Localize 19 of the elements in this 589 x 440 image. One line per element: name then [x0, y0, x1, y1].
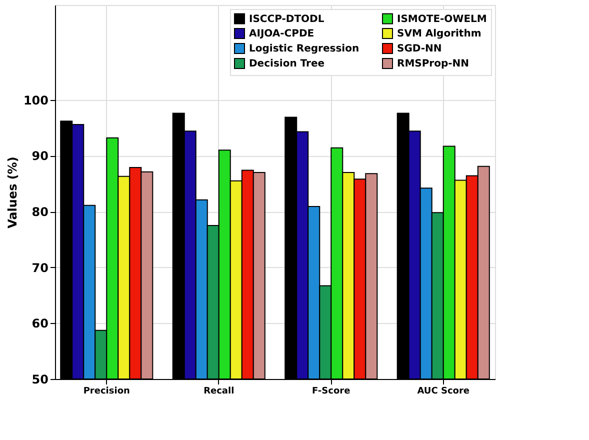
- y-axis-title: Values (%): [5, 156, 20, 228]
- y-tick-label: 90: [32, 149, 48, 164]
- x-tick-label: Precision: [83, 386, 130, 396]
- x-tick-label: F-Score: [312, 386, 350, 396]
- legend-label: ISCCP-DTODL: [249, 14, 325, 25]
- y-tick-label: 60: [32, 316, 48, 331]
- legend-label: Decision Tree: [249, 58, 325, 70]
- y-tick-label: 100: [23, 93, 48, 108]
- legend-label: SGD-NN: [397, 44, 442, 54]
- y-tick-label: 50: [32, 372, 48, 386]
- legend-label: RMSProp-NN: [397, 58, 470, 70]
- x-tick-label: Recall: [204, 386, 234, 396]
- y-tick-label: 80: [32, 205, 48, 220]
- legend-label: SVM Algorithm: [397, 28, 482, 40]
- legend-label: Logistic Regression: [249, 44, 360, 54]
- x-tick-label: AUC Score: [417, 386, 470, 396]
- y-tick-label: 70: [32, 260, 48, 275]
- legend-label: AIJOA-CPDE: [249, 28, 314, 40]
- legend-label: ISMOTE-OWELM: [397, 14, 487, 25]
